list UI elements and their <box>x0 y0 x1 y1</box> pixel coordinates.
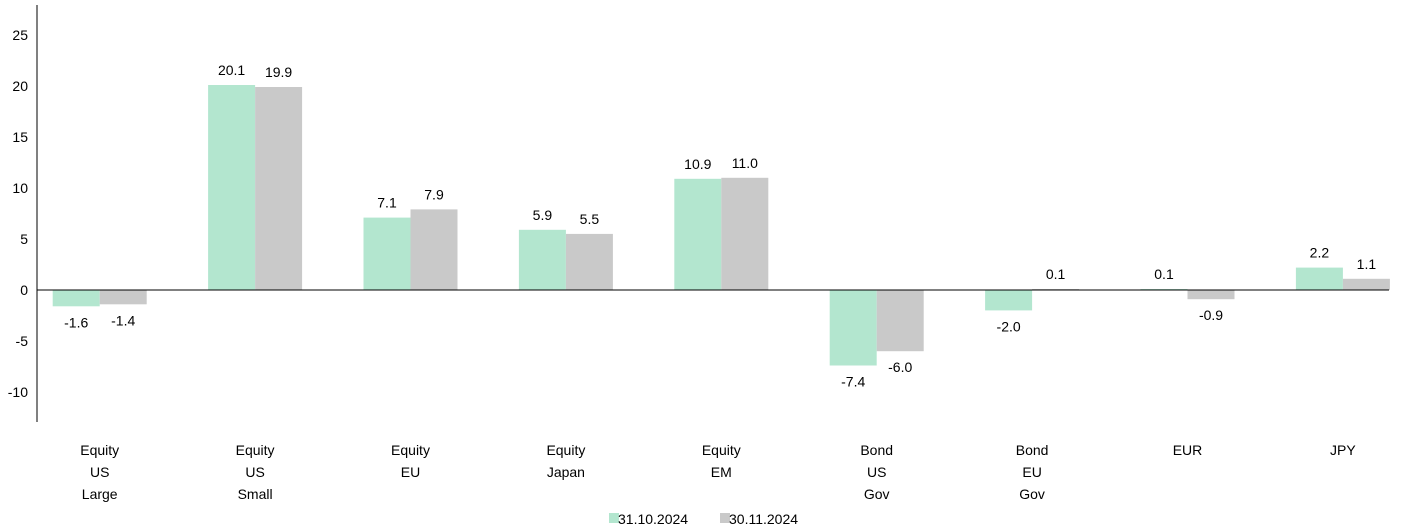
x-tick-label: Equity <box>391 442 430 458</box>
data-label: 0.1 <box>1154 266 1174 282</box>
y-tick-label: 25 <box>12 27 28 43</box>
x-tick-label: US <box>867 464 886 480</box>
data-label: 19.9 <box>265 64 292 80</box>
axes-layer: 25 20 15 10 5 0 -5 -10 <box>8 5 1389 422</box>
x-tick-label: JPY <box>1330 442 1356 458</box>
x-tick-label: Gov <box>864 486 890 502</box>
bar-0-series-0 <box>52 290 100 307</box>
bar-4-series-1 <box>721 177 769 290</box>
y-tick-label: 0 <box>20 282 28 298</box>
data-label: -7.4 <box>841 374 865 390</box>
data-label: 7.9 <box>424 186 444 202</box>
bar-3-series-1 <box>565 233 613 290</box>
data-label: -1.4 <box>111 312 135 328</box>
data-label: 5.9 <box>533 207 553 223</box>
bar-1-series-1 <box>255 87 303 290</box>
x-tick-label: EU <box>1022 464 1041 480</box>
bar-3-series-0 <box>518 229 566 290</box>
legend-label-0: 31.10.2024 <box>618 511 688 527</box>
bar-7-series-1 <box>1187 290 1235 300</box>
data-label: -2.0 <box>997 318 1021 334</box>
bar-4-series-0 <box>674 178 722 290</box>
legend-label-1: 30.11.2024 <box>729 511 798 527</box>
legend-swatch-0 <box>609 513 619 523</box>
data-label: -6.0 <box>888 359 912 375</box>
x-tick-label: US <box>90 464 109 480</box>
bar-5-series-1 <box>876 290 924 352</box>
y-tick-label: 5 <box>20 231 28 247</box>
x-tick-label: EUR <box>1173 442 1203 458</box>
bar-2-series-1 <box>410 209 458 290</box>
data-label: -0.9 <box>1199 307 1223 323</box>
bar-6-series-0 <box>985 290 1033 311</box>
data-label: 11.0 <box>732 155 758 171</box>
x-tick-label: Equity <box>236 442 275 458</box>
legend: 31.10.2024 30.11.2024 <box>609 511 798 527</box>
bar-8-series-0 <box>1295 267 1343 290</box>
labels-layer: -1.6 -1.4 Equity US Large 20.1 19.9 Equity US Sma… <box>64 62 1376 502</box>
data-label: 10.9 <box>684 156 711 172</box>
data-label: 20.1 <box>218 62 245 78</box>
legend-swatch-1 <box>720 513 730 523</box>
bar-1-series-0 <box>208 85 256 290</box>
x-tick-label: EM <box>711 464 732 480</box>
y-tick-label: 20 <box>12 78 28 94</box>
bar-5-series-0 <box>829 290 877 366</box>
bar-8-series-1 <box>1342 278 1390 290</box>
x-tick-label: EU <box>401 464 420 480</box>
bars-layer <box>52 85 1390 366</box>
data-label: -1.6 <box>64 314 88 330</box>
x-tick-label: Large <box>82 486 118 502</box>
x-tick-label: Equity <box>702 442 741 458</box>
data-label: 5.5 <box>580 211 600 227</box>
x-tick-label: US <box>245 464 264 480</box>
y-tick-label: -10 <box>8 384 28 400</box>
data-label: 2.2 <box>1310 245 1330 261</box>
x-tick-label: Equity <box>546 442 585 458</box>
x-tick-label: Equity <box>80 442 119 458</box>
x-tick-label: Bond <box>860 442 893 458</box>
x-tick-label: Gov <box>1019 486 1045 502</box>
y-tick-label: -5 <box>16 333 29 349</box>
x-tick-label: Japan <box>547 464 585 480</box>
data-label: 1.1 <box>1357 256 1377 272</box>
bar-2-series-0 <box>363 217 411 290</box>
y-tick-label: 10 <box>12 180 28 196</box>
y-tick-label: 15 <box>12 129 28 145</box>
data-label: 7.1 <box>377 195 397 211</box>
data-label: 0.1 <box>1046 266 1066 282</box>
bar-0-series-1 <box>99 290 147 305</box>
x-tick-label: Bond <box>1016 442 1049 458</box>
x-tick-label: Small <box>238 486 273 502</box>
